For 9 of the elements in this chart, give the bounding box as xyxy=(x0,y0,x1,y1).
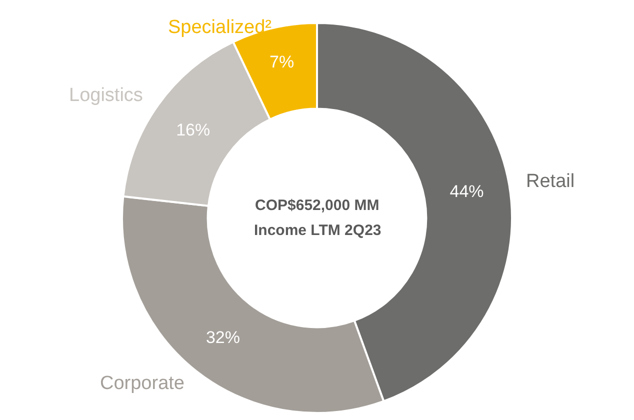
slice-label: Retail xyxy=(526,171,575,192)
data-label: 7% xyxy=(270,52,294,72)
data-label: 32% xyxy=(206,328,240,348)
data-label: 16% xyxy=(176,120,210,140)
slice-label: Logistics xyxy=(69,85,143,106)
text: COP$652,000 MM xyxy=(255,197,380,214)
slice-label: Corporate xyxy=(100,373,184,394)
data-label: 44% xyxy=(450,182,484,202)
text: Income LTM 2Q23 xyxy=(254,222,382,239)
